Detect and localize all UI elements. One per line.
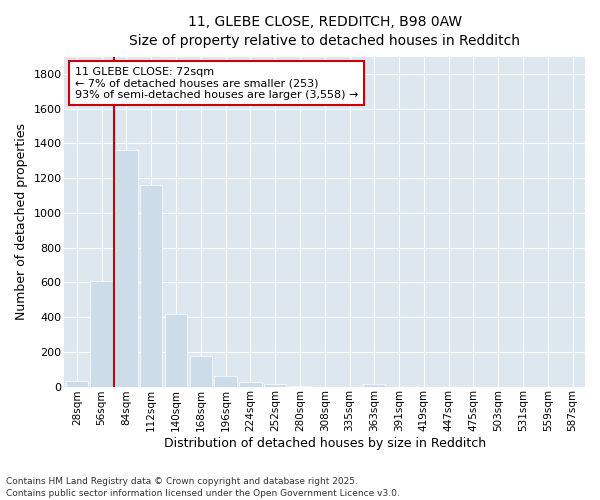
Bar: [91, 282, 113, 387]
Text: 11 GLEBE CLOSE: 72sqm
← 7% of detached houses are smaller (253)
93% of semi-deta: 11 GLEBE CLOSE: 72sqm ← 7% of detached h…: [75, 66, 358, 100]
Bar: [140, 185, 163, 386]
Bar: [239, 382, 262, 386]
Bar: [363, 384, 385, 386]
Bar: [65, 382, 88, 386]
Text: Contains HM Land Registry data © Crown copyright and database right 2025.
Contai: Contains HM Land Registry data © Crown c…: [6, 476, 400, 498]
Bar: [190, 356, 212, 386]
X-axis label: Distribution of detached houses by size in Redditch: Distribution of detached houses by size …: [164, 437, 486, 450]
Bar: [264, 384, 286, 386]
Bar: [165, 314, 187, 386]
Title: 11, GLEBE CLOSE, REDDITCH, B98 0AW
Size of property relative to detached houses : 11, GLEBE CLOSE, REDDITCH, B98 0AW Size …: [129, 15, 520, 48]
Bar: [115, 150, 137, 386]
Y-axis label: Number of detached properties: Number of detached properties: [15, 123, 28, 320]
Bar: [214, 376, 237, 386]
